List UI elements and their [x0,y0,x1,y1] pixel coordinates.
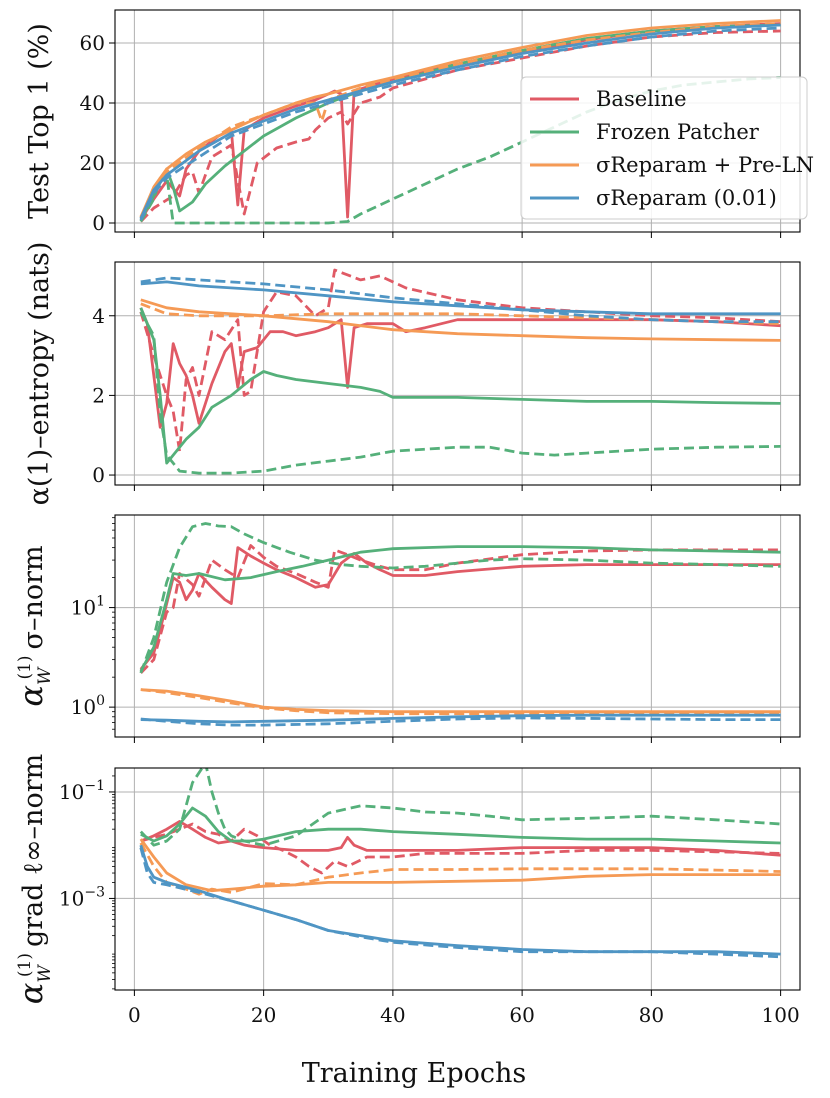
y-tick-label: 101 [71,594,105,620]
y-tick-label: 40 [80,91,105,115]
y-tick-label: 0 [92,211,105,235]
legend-label: Frozen Patcher [596,120,760,144]
series-line-frozen-dashed [139,522,781,674]
y-tick-label: 4 [92,304,105,328]
panel-entropy: 0 2 4 α(1)–entropy (nats) [24,242,801,506]
legend-label: σReparam (0.01) [596,186,777,210]
legend-item-frozen: Frozen Patcher [530,120,760,144]
series-line-baseline-dashed [140,822,781,875]
panel-top1: 0 20 40 60 Test Top 1 (%) [24,9,801,238]
series-line-baseline-dashed [139,29,781,223]
series-line-reparam_ln-dashed [140,688,781,716]
legend-item-reparam001: σReparam (0.01) [530,186,777,210]
axes-frame-sigma [114,514,801,738]
series-line-reparam001-dashed [140,276,781,324]
y-tick-label: 20 [80,151,105,175]
series-line-reparam001-solid [139,23,781,220]
x-tick-label: 80 [639,1003,664,1027]
y-axis-label-entropy: α(1)–entropy (nats) [24,242,55,506]
panels: 0 20 40 60 Test Top 1 (%) 0 2 4 α(1)–entropy (na… [12,9,801,1027]
legend-label: σReparam + Pre-LN [596,153,814,177]
legend-box [520,76,808,220]
x-tick-label: 60 [509,1003,534,1027]
series-line-reparam_ln-solid [139,19,781,218]
series-line-baseline-solid [139,307,781,429]
series-line-reparam001-dashed [139,26,781,221]
series-line-reparam_ln-dashed [140,302,781,326]
series-line-reparam_ln-solid [140,688,781,714]
panel-sigma: 100 101 αW(1)σ–norm [12,514,801,743]
series-line-baseline-solid [139,546,781,671]
series-line-frozen-solid [139,545,781,672]
series-line-reparam_ln-solid [139,838,781,893]
x-axis-label: Training Epochs [302,1058,527,1089]
series-group-entropy [139,268,781,475]
x-tick-label: 20 [251,1003,276,1027]
y-tick-label: 60 [80,31,105,55]
series-group-sigma [139,522,781,727]
y-axis-label-top1: Test Top 1 (%) [24,23,55,219]
y-axis-label-sigma: αW(1)σ–norm [12,545,55,706]
axes-frame-grad [114,767,801,991]
series-group-grad [139,768,781,959]
series-line-frozen-solid [139,307,781,465]
x-tick-label: 40 [380,1003,405,1027]
legend-label: Baseline [596,87,687,111]
series-line-frozen-dashed [139,311,781,475]
x-tick-label: 100 [762,1003,800,1027]
legend: Baseline Frozen Patcher σReparam + Pre-LN σ… [520,76,814,220]
y-tick-label: 100 [71,693,105,719]
series-line-baseline-dashed [139,544,781,674]
series-line-reparam_ln-dashed [139,22,781,218]
series-line-reparam001-dashed [139,847,781,959]
y-tick-label: 2 [92,383,105,407]
series-line-frozen-solid [140,806,781,845]
axes-frame-entropy [114,261,801,486]
grid-sigma [115,515,800,737]
series-line-reparam001-solid [140,280,781,316]
series-line-baseline-dashed [139,268,781,453]
y-axis-label-grad: αW(1)grad ℓ∞–norm [12,754,55,1004]
y-tick-label: 10−1 [59,778,105,804]
series-line-reparam_ln-solid [140,298,781,342]
panel-grad: 0 20 40 60 80 100 10−3 10−1αW(1)grad ℓ∞–norm [12,754,801,1027]
y-tick-label: 0 [92,463,105,487]
x-tick-label: 0 [128,1003,141,1027]
series-line-baseline-solid [139,22,781,221]
y-tick-label: 10−3 [59,884,105,910]
series-line-reparam001-solid [140,713,781,724]
legend-item-baseline: Baseline [530,87,687,111]
series-line-reparam001-dashed [140,716,781,727]
legend-item-reparam_ln: σReparam + Pre-LN [530,153,814,177]
series-line-frozen-dashed [139,768,781,847]
